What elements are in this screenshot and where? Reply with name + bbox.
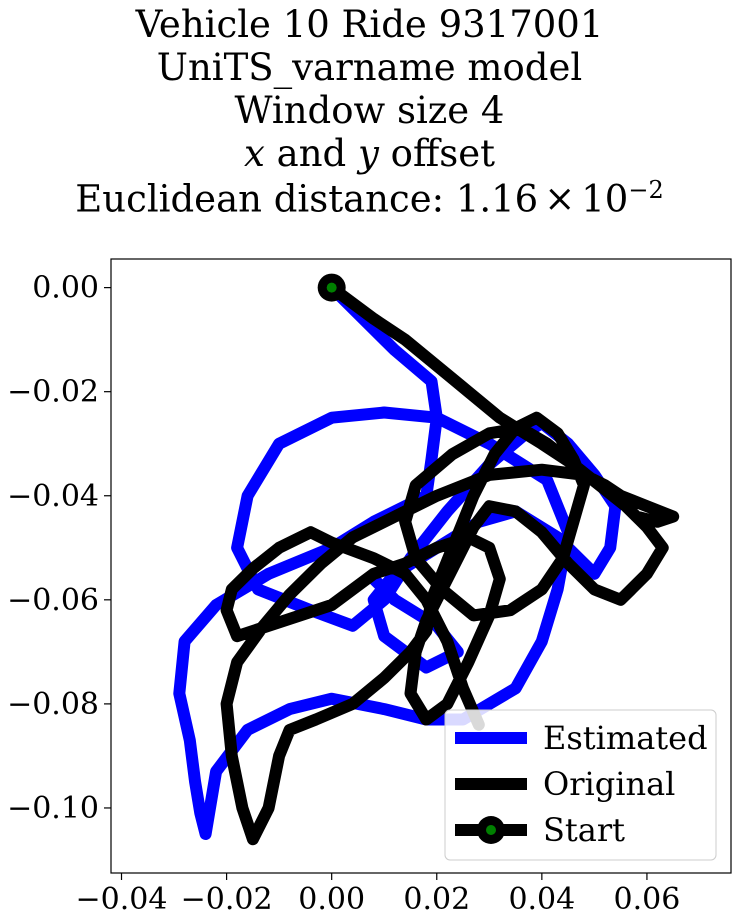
y-tick-label: −0.10 <box>7 791 99 826</box>
y-tick-label: 0.00 <box>32 271 99 306</box>
title-line-4: x and y offset <box>0 135 739 172</box>
ticks-layer: −0.04 −0.02 0.00 0.02 0.04 0.06 0.00 −0.02 −0.04… <box>7 271 680 917</box>
title-line-1: Vehicle 10 Ride 9317001 <box>135 3 604 46</box>
title-line-5: Euclidean distance: 1.16 × 10−2 <box>0 178 739 217</box>
x-tick-label: 0.06 <box>614 882 681 917</box>
legend-label-estimated: Estimated <box>543 719 708 757</box>
legend-label-start: Start <box>543 811 625 849</box>
title-distance-mantissa: 1.16 <box>455 177 539 221</box>
x-tick-label: 0.04 <box>508 882 575 917</box>
y-tick-label: −0.02 <box>7 375 99 410</box>
title-line-3: Window size 4 <box>234 89 505 132</box>
legend-start-marker-center <box>486 825 496 835</box>
x-tick-label: −0.04 <box>76 882 168 917</box>
title-x-var: x <box>244 132 265 175</box>
series-layer <box>173 273 680 846</box>
legend-label-original: Original <box>543 765 675 803</box>
legend: Estimated Original Start <box>444 709 717 861</box>
y-tick-label: −0.06 <box>7 583 99 618</box>
legend-box <box>444 709 717 861</box>
title-and-word: and <box>264 132 358 175</box>
y-tick-label: −0.08 <box>7 687 99 722</box>
title-distance-times: × <box>544 177 576 221</box>
x-tick-label: 0.00 <box>298 882 365 917</box>
start-marker-center <box>326 282 337 293</box>
title-offset-suffix: offset <box>378 132 495 175</box>
y-tick-label: −0.04 <box>7 479 99 514</box>
series-line-original <box>220 281 680 846</box>
x-tick-label: −0.02 <box>181 882 273 917</box>
title-distance-exponent: −2 <box>628 176 664 204</box>
x-tick-label: 0.02 <box>403 882 470 917</box>
title-line-2: UniTS_varname model <box>156 46 583 89</box>
axes-frame <box>110 258 732 874</box>
title-distance-prefix: Euclidean distance: <box>75 177 456 221</box>
title-y-var: y <box>358 132 379 175</box>
title-distance-base: 10 <box>581 177 629 221</box>
